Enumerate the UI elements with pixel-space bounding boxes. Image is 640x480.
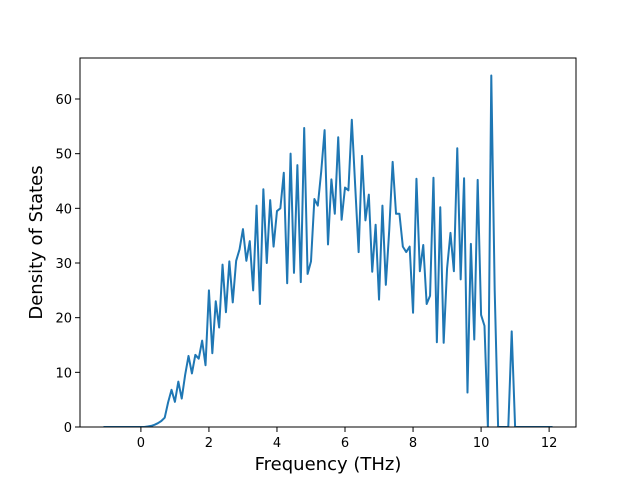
y-tick-label: 60 (55, 93, 72, 108)
x-tick-label: 10 (473, 436, 490, 451)
axes-frame (79, 57, 577, 428)
y-tick-label: 40 (55, 202, 72, 217)
x-tick-label: 4 (273, 436, 281, 451)
x-axis-label: Frequency (THz) (255, 454, 402, 475)
x-tick-label: 6 (341, 436, 349, 451)
y-tick-label: 0 (64, 421, 72, 436)
x-tick-label: 0 (137, 436, 145, 451)
y-tick-label: 20 (55, 312, 72, 327)
y-tick-label: 30 (55, 257, 72, 272)
y-tick-label: 50 (55, 148, 72, 163)
x-tick-label: 12 (541, 436, 558, 451)
x-tick-label: 2 (205, 436, 213, 451)
y-tick-label: 10 (55, 366, 72, 381)
line (103, 74, 553, 427)
y-axis-label: Density of States (26, 165, 47, 319)
x-tick-label: 8 (409, 436, 417, 451)
